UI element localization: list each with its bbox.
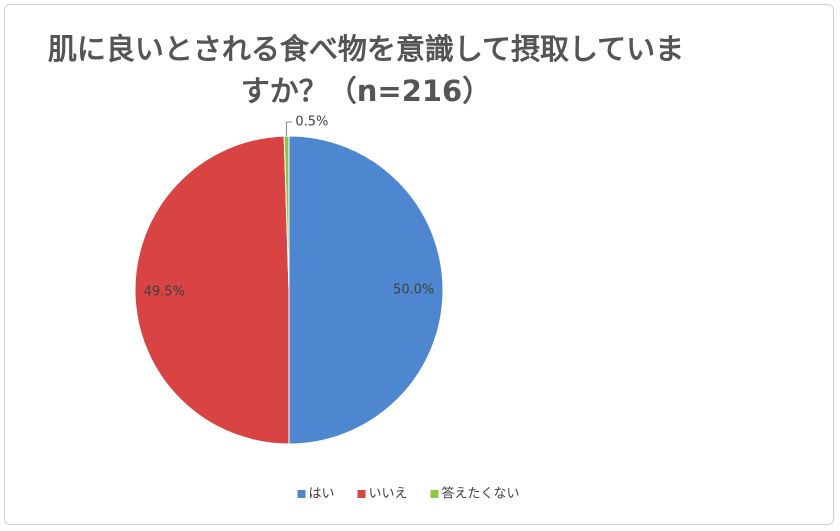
leader-line [285,121,293,137]
chart-frame [4,4,834,525]
pie-slice [288,135,444,445]
legend-label: いいえ [369,487,408,502]
data-label: 49.5% [144,284,185,299]
legend-label: はい [309,487,335,502]
legend-swatch [430,490,439,498]
chart-title: 肌に良いとされる食べ物を意識して摂取していますか？（n=216） [47,32,685,108]
pie-slice [283,135,290,291]
pie-slice [134,135,290,445]
legend-label: 答えたくない [442,486,520,502]
data-label: 0.5% [295,115,328,130]
legend-swatch [297,490,306,498]
data-label: 50.0% [393,283,434,298]
legend-swatch [357,490,366,498]
